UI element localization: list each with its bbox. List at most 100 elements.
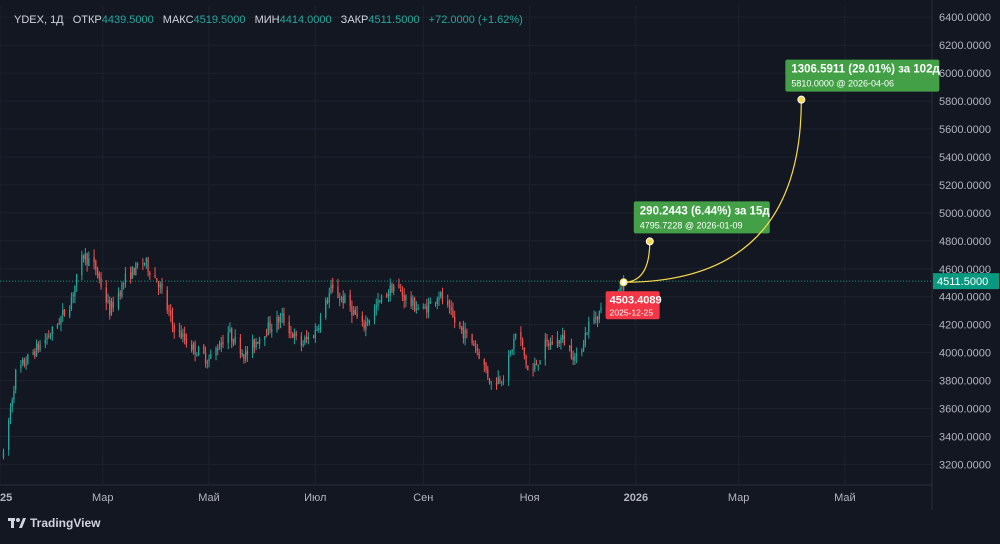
candle [58,317,60,326]
candle [473,340,475,347]
candle [27,353,29,365]
candle-body [514,333,517,338]
price-tick-label: 5000.0000 [939,208,991,220]
candle [161,277,163,294]
candle [264,336,266,347]
projection-label: 290.2443 (6.44%) за 15д [640,205,771,217]
candle-body [417,307,419,311]
projection-box [633,201,770,234]
candle-body [35,343,38,356]
candle [405,294,407,308]
candle-body [8,420,10,450]
candle [412,295,414,311]
candle [581,348,583,357]
candle [422,303,424,310]
candle [562,327,564,343]
candle-body [231,328,233,341]
candle-body [413,298,416,311]
candle [253,338,255,354]
candle-body [56,324,59,329]
candle-body [534,364,536,370]
candle [142,258,144,271]
candle-body [159,284,161,287]
candle [93,249,95,270]
candle-body [581,350,583,353]
candle [380,294,383,304]
candle-body [401,292,404,296]
candle [227,325,229,350]
tradingview-branding[interactable]: TradingView [8,512,100,534]
candle [488,378,491,385]
candle-body [398,284,400,289]
candle [196,352,198,357]
candle [243,353,245,364]
projection-target-dot [797,95,806,104]
candle-body [295,332,297,337]
candle [234,329,236,345]
candle [340,295,343,303]
candle [307,332,309,345]
candle [192,341,195,355]
candle [459,321,461,330]
candle [63,308,66,317]
candle-body [307,336,309,340]
candle [84,248,87,266]
candle [81,250,83,281]
candle-body [535,362,538,366]
candle [600,302,602,314]
candle-body [20,364,22,369]
candle [424,303,426,310]
candle [109,296,111,320]
candle-body [34,351,36,357]
candle [82,254,85,263]
candle [584,326,586,348]
price-tick-label: 3600.0000 [939,404,991,416]
candle-body [13,390,15,400]
symbol-label[interactable]: YDEX, 1Д [14,14,64,26]
candle [136,262,139,269]
candle-body [62,309,64,316]
candle [326,297,329,305]
candle-body [532,369,534,371]
candle-body [619,287,621,292]
candle [197,345,200,357]
candle-body [365,321,367,330]
candle [288,315,290,339]
candle-body [173,325,175,333]
candle-body [422,306,424,308]
candle [434,301,437,307]
candle-body [490,381,492,383]
time-tick-label: 2026 [624,492,648,504]
time-tick-label: Мар [728,492,750,504]
candle-body [387,293,390,297]
candle-body [584,333,586,345]
candle [474,340,477,353]
candle [265,328,268,338]
candle [190,340,193,353]
open-value: 4439.5000 [101,14,154,26]
candle [182,328,184,343]
projection-start-dot [619,278,628,287]
candle-body [37,343,39,350]
candle [314,323,316,343]
candle-body [96,268,99,276]
candle-body [70,297,73,310]
candle-body [403,295,405,301]
price-tick-label: 4000.0000 [939,348,991,360]
ohlc-legend: YDEX, 1Д ОТКР4439.5000 МАКС4519.5000 МИН… [14,14,529,26]
candle [232,338,235,347]
candle [391,282,393,294]
candle-body [190,344,193,351]
candle [11,397,13,413]
candle-body [344,295,346,304]
candle-body [363,323,365,329]
candle [295,330,297,341]
high-label: МАКС [162,14,194,26]
candle [203,344,205,355]
candle-body [58,322,60,324]
candle [13,385,15,404]
candle-body [227,332,229,344]
candle-body [373,307,376,321]
